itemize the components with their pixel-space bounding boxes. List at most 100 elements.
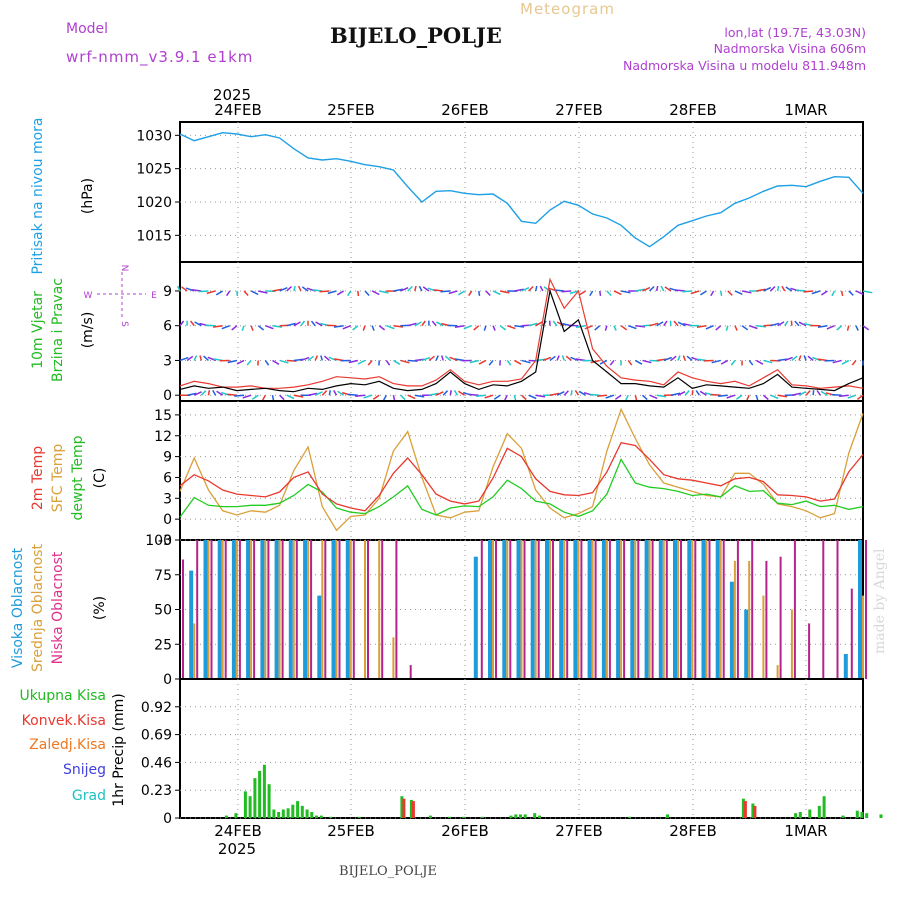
wind-barb (314, 391, 323, 396)
wind-barb (719, 290, 723, 297)
wind-barb (756, 288, 766, 292)
wind-barb (609, 359, 615, 366)
precip-frame (179, 678, 864, 819)
cloud-bar (822, 540, 825, 679)
wind-barb (711, 359, 721, 364)
cloud-bar (331, 540, 336, 679)
wind-barb (720, 359, 729, 365)
wind-barb (293, 394, 304, 398)
precip-bar (855, 810, 859, 818)
wind-barb (570, 356, 579, 362)
wind-barb (355, 394, 366, 397)
wind-barb (314, 355, 319, 361)
wind-barb (227, 393, 237, 396)
cloud-bar (651, 540, 654, 679)
wind-barb (677, 391, 686, 396)
precip-bar (538, 815, 541, 818)
precip-bar (514, 814, 518, 818)
pressure-unit-label: (hPa) (80, 178, 96, 214)
cloud-bar (492, 540, 494, 679)
wind-barb (371, 290, 380, 296)
wind-barb (691, 390, 694, 396)
cloud-bar (378, 540, 381, 679)
wind-barb (675, 289, 686, 292)
cloud-bar (193, 623, 196, 679)
precip-bar (300, 805, 304, 818)
wind-barb (433, 289, 444, 292)
cloud-bar (708, 540, 711, 679)
wind-barb (634, 359, 643, 365)
wind-unit-label: (m/s) (80, 312, 96, 349)
precip-bar (841, 815, 845, 818)
wind-barb (407, 322, 417, 327)
wind-barb (272, 288, 283, 292)
cloud-unit-label: (%) (92, 596, 108, 620)
wind-barb (777, 394, 788, 398)
wind-barb (307, 355, 315, 362)
cloud-bar (601, 540, 606, 679)
wind-barb (777, 321, 785, 327)
cloud-bar (701, 540, 706, 679)
cloud-bar (850, 588, 853, 679)
wind-barb (186, 355, 194, 362)
wind-barb (634, 395, 638, 401)
cloud-bar (648, 540, 651, 679)
cloud-bar (620, 540, 623, 679)
wind-barb (841, 359, 850, 365)
wind-barb (840, 290, 844, 297)
station-title: BIJELO_POLJE (330, 23, 502, 48)
cloud-bar (317, 595, 322, 679)
cloud-bar (250, 540, 253, 679)
cloud-bar (545, 540, 549, 679)
wind-gust-line (179, 277, 864, 389)
wind-barb (803, 290, 814, 293)
precip-bar (277, 812, 281, 818)
low-cloud-axis-label: Niska Oblacnost (50, 551, 66, 664)
compass-west-label: W (84, 291, 93, 301)
wind-barb (414, 394, 425, 398)
wind-barb (293, 285, 296, 292)
wind-barb (428, 355, 435, 362)
cloud-bar (563, 540, 566, 679)
wind-barb (442, 390, 449, 396)
cloud-ytick-label: 50 (154, 603, 172, 619)
wind-ytick-label: 3 (163, 353, 172, 369)
wind-barb (227, 359, 238, 364)
wind-ytick-label: 6 (163, 319, 172, 335)
cloud-bar (552, 540, 554, 679)
cloud-bar (587, 540, 592, 679)
wind-barb (805, 390, 811, 396)
wind-barb (328, 356, 337, 362)
cloud-bar (616, 540, 621, 679)
cloud-bar (790, 609, 793, 679)
wind-barb (798, 391, 807, 396)
wind-barb (589, 290, 594, 297)
legend-hail: Grad (72, 788, 106, 804)
wind-barb (549, 355, 556, 362)
wind-barb (400, 359, 410, 364)
cloud-bar (705, 540, 708, 679)
wind-barb (250, 290, 259, 296)
cloud-bar (349, 540, 352, 679)
cloud-bar (473, 556, 478, 679)
cloud-bar (352, 540, 355, 679)
wind-barb (641, 394, 648, 401)
precip-bar (808, 809, 812, 818)
wind-barb (574, 390, 580, 396)
cloud-bar (591, 540, 594, 679)
top-day-label: 25FEB (327, 101, 374, 119)
precip-ytick-label: 0.69 (141, 728, 172, 744)
wind-barb (620, 325, 628, 331)
wind-barb (307, 392, 318, 396)
cloud-bar (644, 540, 649, 679)
wind-barb (234, 394, 245, 397)
wind-barb (236, 359, 245, 365)
wind-barb (686, 355, 693, 362)
wind-barb (554, 289, 565, 292)
bottom-day-label: 27FEB (555, 822, 602, 840)
wind-barb (521, 287, 530, 292)
wind-barb (528, 394, 537, 400)
cloud-bar (537, 540, 540, 679)
wind-barb (642, 359, 652, 364)
wind-barb (620, 290, 631, 294)
